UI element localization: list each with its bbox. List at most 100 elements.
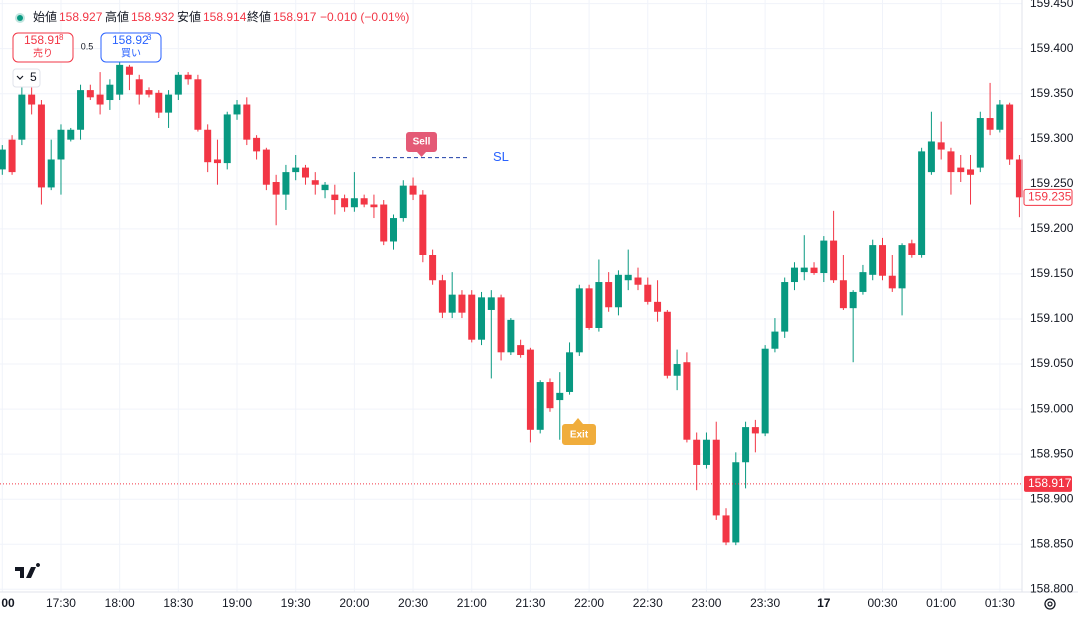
y-tick-label: 159.200 [1030, 221, 1074, 235]
candle-body [957, 167, 965, 173]
candle-body [243, 104, 251, 140]
candle-body [253, 137, 261, 152]
candle-body [429, 255, 437, 281]
candle-body [47, 159, 55, 188]
candle-body [810, 267, 818, 274]
candle-body [546, 382, 554, 409]
candle-body [1015, 159, 1023, 198]
y-tick-label: 159.350 [1030, 86, 1074, 100]
open-value: 158.927 [59, 10, 103, 24]
buy-button[interactable] [100, 32, 162, 63]
plot [0, 54, 1023, 546]
sell-price[interactable]: 158.91 [24, 33, 61, 47]
candle-body [556, 392, 564, 401]
marked-price-label: 158.917 [1028, 476, 1072, 490]
candle-body [8, 139, 16, 173]
candle-body [663, 311, 671, 376]
candle-body [370, 204, 378, 208]
logo [15, 563, 41, 578]
candle-body [761, 348, 769, 434]
candle-body [918, 151, 926, 256]
candle-body [712, 439, 720, 516]
candle-body [693, 439, 701, 465]
candle-body [898, 245, 906, 289]
candle-body [771, 331, 779, 349]
candle-body [341, 198, 349, 208]
candle-body [790, 267, 798, 283]
candle-body [174, 74, 182, 95]
candle-body [507, 319, 515, 353]
candle-body [673, 364, 681, 376]
candle-body [399, 185, 407, 219]
grid [0, 0, 1022, 592]
x-tick-label: 22:00 [574, 596, 604, 610]
y-tick-label: 158.900 [1030, 491, 1074, 505]
settings-icon[interactable] [1044, 598, 1056, 610]
sell-marker-label: Sell [413, 137, 431, 148]
buy-price[interactable]: 158.92 [112, 33, 149, 47]
candle-body [204, 129, 212, 163]
candle-body [478, 297, 486, 340]
sell-button[interactable] [12, 32, 74, 63]
x-tick-label: 20:30 [398, 596, 428, 610]
candle-body [566, 352, 574, 392]
y-tick-label: 159.450 [1030, 0, 1074, 10]
candle-body [18, 94, 26, 140]
candle-body [967, 169, 975, 175]
x-tick-label: 20:00 [339, 596, 369, 610]
candle-body [839, 280, 847, 309]
candle-body [262, 149, 270, 185]
close-value: 158.917 [273, 10, 317, 24]
sell-pip[interactable]: 8 [59, 33, 64, 42]
y-tick-label: 159.250 [1030, 176, 1074, 190]
candle-body [390, 218, 397, 242]
x-tick-label: 19:30 [281, 596, 311, 610]
candle-body [155, 92, 163, 113]
candle-body [380, 204, 388, 242]
candle-body [67, 129, 75, 140]
x-tick-label: 00 [1, 596, 15, 610]
interval-button[interactable] [12, 68, 41, 88]
candle-body [614, 274, 622, 308]
candle-body [458, 294, 466, 313]
candle-body [536, 382, 544, 430]
sell-marker [406, 132, 437, 157]
candle-body [409, 185, 417, 195]
candle-body [419, 194, 427, 256]
x-tick-label: 23:00 [691, 596, 721, 610]
candle-body [145, 90, 153, 95]
candle-body [634, 277, 642, 285]
x-tick-label: 00:30 [867, 596, 897, 610]
x-tick-label: 18:30 [163, 596, 193, 610]
interval-chevron[interactable] [16, 75, 24, 80]
candle-body [350, 198, 358, 208]
candle-body [448, 294, 456, 313]
interval[interactable]: 5 [30, 70, 37, 84]
candle-body [135, 79, 143, 95]
x-tick-label: 01:00 [926, 596, 956, 610]
x-tick-label: 17:30 [46, 596, 76, 610]
high-label: 高値 [105, 9, 129, 24]
y-tick-label: 159.050 [1030, 356, 1074, 370]
buy-pip[interactable]: 3 [147, 33, 152, 42]
x-tick-label: 01:30 [985, 596, 1015, 610]
buy-label[interactable]: 買い [121, 48, 141, 60]
sell-label[interactable]: 売り [33, 47, 53, 60]
y-tick-label: 159.000 [1030, 401, 1074, 415]
candle-body [605, 282, 613, 308]
candle-body [526, 349, 534, 430]
settings-icon-core[interactable] [1047, 601, 1053, 607]
candle-body [869, 245, 877, 275]
candle-body [96, 94, 104, 105]
candle-body [184, 74, 192, 80]
candle-body [575, 288, 583, 353]
candle-body [37, 104, 45, 188]
last-price-badge [1023, 188, 1073, 206]
candle-body [321, 184, 329, 191]
y-tick-label: 159.100 [1030, 311, 1074, 325]
x-tick-label: 23:30 [750, 596, 780, 610]
x-tick-label: 19:00 [222, 596, 252, 610]
candle-body [468, 294, 476, 340]
